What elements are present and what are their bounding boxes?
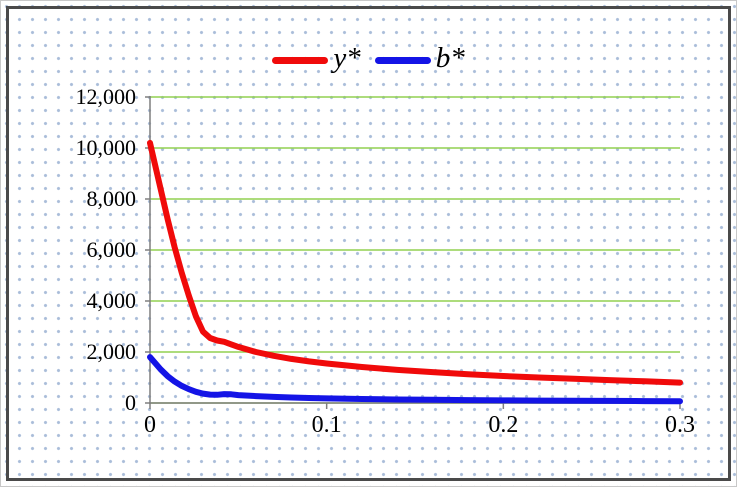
series-line-y-star	[147, 139, 683, 386]
x-tick-label: 0.1	[311, 412, 342, 438]
y-tick-label: 12,000	[75, 84, 137, 109]
x-tick-label: 0.2	[488, 412, 519, 438]
legend-item-b-star: b*	[374, 42, 465, 77]
legend: y* b*	[0, 44, 737, 77]
legend-line-swatch	[272, 57, 329, 64]
series-line-b-star	[147, 354, 683, 405]
y-tick-label: 8,000	[86, 186, 137, 211]
x-tick-label: 0.3	[665, 412, 695, 438]
legend-label: b*	[435, 42, 465, 74]
x-tick-label: 0	[144, 412, 156, 438]
y-tick-label: 10,000	[75, 135, 137, 160]
legend-item-y-star: y*	[272, 42, 361, 77]
y-tick-label: 4,000	[86, 288, 137, 313]
legend-line-swatch	[374, 57, 431, 64]
legend-label: y*	[333, 42, 361, 74]
y-tick-label: 6,000	[86, 237, 137, 262]
y-tick-label: 2,000	[86, 339, 137, 364]
chart-border	[6, 6, 731, 481]
y-tick-label: 0	[125, 390, 136, 415]
